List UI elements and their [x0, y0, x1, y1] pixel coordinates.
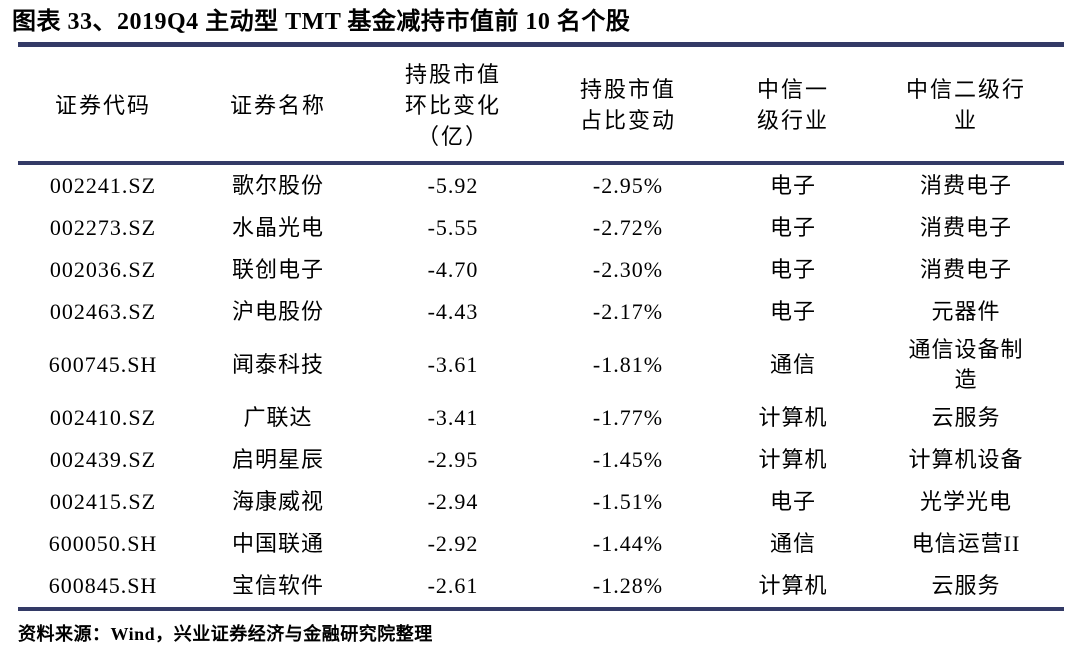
cell-industry-l1: 计算机	[758, 573, 828, 598]
cell-mv-change: -5.92	[427, 173, 479, 198]
cell-mv-change: -2.95	[427, 447, 479, 472]
cell-name: 沪电股份	[231, 299, 324, 324]
header-industry-l2: 中信二级行 业	[905, 77, 1026, 133]
header-industry-l1: 中信一 级行业	[756, 77, 829, 133]
cell-industry-l1: 计算机	[758, 447, 828, 472]
cell-pct-change: -1.81%	[592, 352, 664, 377]
cell-name: 宝信软件	[231, 573, 324, 598]
cell-pct-change: -1.45%	[592, 447, 664, 472]
cell-mv-change: -5.55	[427, 215, 479, 240]
cell-industry-l1: 电子	[769, 173, 816, 198]
cell-pct-change: -1.28%	[592, 573, 664, 598]
cell-industry-l2: 通信设备制 造	[908, 337, 1024, 392]
cell-code: 600050.SH	[48, 531, 158, 556]
cell-industry-l2: 计算机设备	[908, 447, 1024, 472]
cell-industry-l1: 电子	[769, 257, 816, 282]
cell-code: 600845.SH	[48, 573, 158, 598]
cell-code: 002415.SZ	[49, 489, 157, 514]
table-row: 002463.SZ 沪电股份 -4.43 -2.17% 电子 元器件	[18, 291, 1064, 333]
cell-industry-l2: 元器件	[931, 299, 1001, 324]
figure-title: 图表 33、2019Q4 主动型 TMT 基金减持市值前 10 名个股	[12, 9, 631, 35]
cell-name: 启明星辰	[231, 447, 324, 472]
table-row: 600745.SH 闻泰科技 -3.61 -1.81% 通信 通信设备制 造	[18, 333, 1064, 397]
cell-industry-l2: 光学光电	[919, 489, 1012, 514]
table-row: 002241.SZ 歌尔股份 -5.92 -2.95% 电子 消费电子	[18, 163, 1064, 207]
cell-pct-change: -2.17%	[592, 299, 664, 324]
cell-code: 002241.SZ	[49, 173, 157, 198]
header-code: 证券代码	[54, 92, 151, 118]
cell-name: 闻泰科技	[231, 352, 324, 377]
cell-mv-change: -2.92	[427, 531, 479, 556]
cell-industry-l2: 消费电子	[919, 173, 1012, 198]
header-name: 证券名称	[229, 92, 326, 118]
cell-mv-change: -2.61	[427, 573, 479, 598]
cell-industry-l1: 电子	[769, 299, 816, 324]
table-body: 002241.SZ 歌尔股份 -5.92 -2.95% 电子 消费电子 0022…	[18, 163, 1064, 609]
cell-industry-l1: 电子	[769, 215, 816, 240]
cell-pct-change: -2.95%	[592, 173, 664, 198]
cell-name: 广联达	[243, 405, 313, 430]
cell-industry-l1: 计算机	[758, 405, 828, 430]
header-row: 证券代码 证券名称 持股市值 环比变化 （亿） 持股市值 占比变动 中信一 级行…	[18, 49, 1064, 163]
cell-code: 600745.SH	[48, 352, 158, 377]
cell-pct-change: -2.30%	[592, 257, 664, 282]
cell-code: 002439.SZ	[49, 447, 157, 472]
cell-name: 水晶光电	[231, 215, 324, 240]
table-row: 002439.SZ 启明星辰 -2.95 -1.45% 计算机 计算机设备	[18, 439, 1064, 481]
cell-mv-change: -4.70	[427, 257, 479, 282]
cell-industry-l2: 消费电子	[919, 215, 1012, 240]
cell-industry-l1: 通信	[769, 352, 816, 377]
cell-name: 联创电子	[231, 257, 324, 282]
cell-name: 中国联通	[231, 531, 324, 556]
table-row: 002410.SZ 广联达 -3.41 -1.77% 计算机 云服务	[18, 397, 1064, 439]
cell-mv-change: -4.43	[427, 299, 479, 324]
cell-industry-l2: 电信运营II	[911, 531, 1021, 556]
cell-mv-change: -3.61	[427, 352, 479, 377]
cell-code: 002036.SZ	[49, 257, 157, 282]
cell-industry-l2: 云服务	[931, 573, 1001, 598]
cell-pct-change: -1.77%	[592, 405, 664, 430]
cell-pct-change: -1.51%	[592, 489, 664, 514]
cell-mv-change: -2.94	[427, 489, 479, 514]
table-header: 证券代码 证券名称 持股市值 环比变化 （亿） 持股市值 占比变动 中信一 级行…	[18, 49, 1064, 163]
table-row: 002415.SZ 海康威视 -2.94 -1.51% 电子 光学光电	[18, 481, 1064, 523]
cell-code: 002410.SZ	[49, 405, 157, 430]
cell-pct-change: -2.72%	[592, 215, 664, 240]
data-source-note: 资料来源：Wind，兴业证券经济与金融研究院整理	[18, 624, 433, 644]
cell-industry-l2: 云服务	[931, 405, 1001, 430]
cell-industry-l1: 通信	[769, 531, 816, 556]
header-mv-change: 持股市值 环比变化 （亿）	[404, 61, 501, 149]
cell-code: 002273.SZ	[49, 215, 157, 240]
cell-code: 002463.SZ	[49, 299, 157, 324]
cell-industry-l2: 消费电子	[919, 257, 1012, 282]
cell-name: 歌尔股份	[231, 173, 324, 198]
holdings-reduction-table: 证券代码 证券名称 持股市值 环比变化 （亿） 持股市值 占比变动 中信一 级行…	[18, 49, 1064, 611]
cell-mv-change: -3.41	[427, 405, 479, 430]
table-row: 600845.SH 宝信软件 -2.61 -1.28% 计算机 云服务	[18, 565, 1064, 609]
table-row: 600050.SH 中国联通 -2.92 -1.44% 通信 电信运营II	[18, 523, 1064, 565]
cell-name: 海康威视	[231, 489, 324, 514]
table-row: 002036.SZ 联创电子 -4.70 -2.30% 电子 消费电子	[18, 249, 1064, 291]
header-pct-change: 持股市值 占比变动	[579, 77, 676, 133]
table-row: 002273.SZ 水晶光电 -5.55 -2.72% 电子 消费电子	[18, 207, 1064, 249]
cell-industry-l1: 电子	[769, 489, 816, 514]
cell-pct-change: -1.44%	[592, 531, 664, 556]
title-divider	[18, 42, 1064, 47]
